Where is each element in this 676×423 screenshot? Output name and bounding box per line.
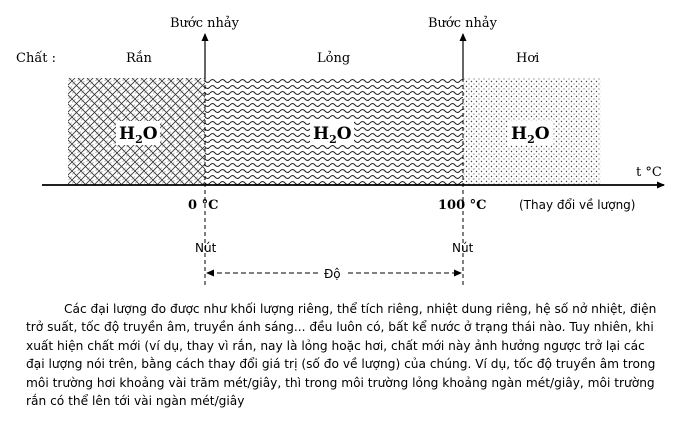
formula-gas: H2O xyxy=(511,124,550,146)
jump-label-1: Bước nhảy xyxy=(170,16,240,31)
axis-label: t °C xyxy=(636,165,662,180)
explanation-paragraph: Các đại lượng đo được như khối lượng riê… xyxy=(26,302,657,409)
row-label: Chất : xyxy=(16,50,56,66)
quantity-note: (Thay đổi về lượng) xyxy=(519,198,635,212)
formula-box-gas xyxy=(508,121,552,145)
formula-box-solid xyxy=(116,121,160,145)
formula-solid: H2O xyxy=(119,124,158,146)
node-label-2: Nút xyxy=(452,241,474,255)
phase-label-liquid: Lỏng xyxy=(317,51,350,66)
node-label-1: Nút xyxy=(195,241,217,255)
tick-0c: 0 °C xyxy=(188,198,218,213)
jump-label-2: Bước nhảy xyxy=(428,16,498,31)
formula-liquid: H2O xyxy=(313,124,352,146)
phase-diagram: Chất : Bước nhảy Bước nhảy Rắn Lỏng Hơi … xyxy=(16,16,665,285)
formula-box-liquid xyxy=(310,121,354,145)
phase-label-gas: Hơi xyxy=(516,51,539,66)
phase-label-solid: Rắn xyxy=(126,50,153,66)
degree-label: Độ xyxy=(324,267,341,281)
tick-100c: 100 °C xyxy=(438,198,487,213)
